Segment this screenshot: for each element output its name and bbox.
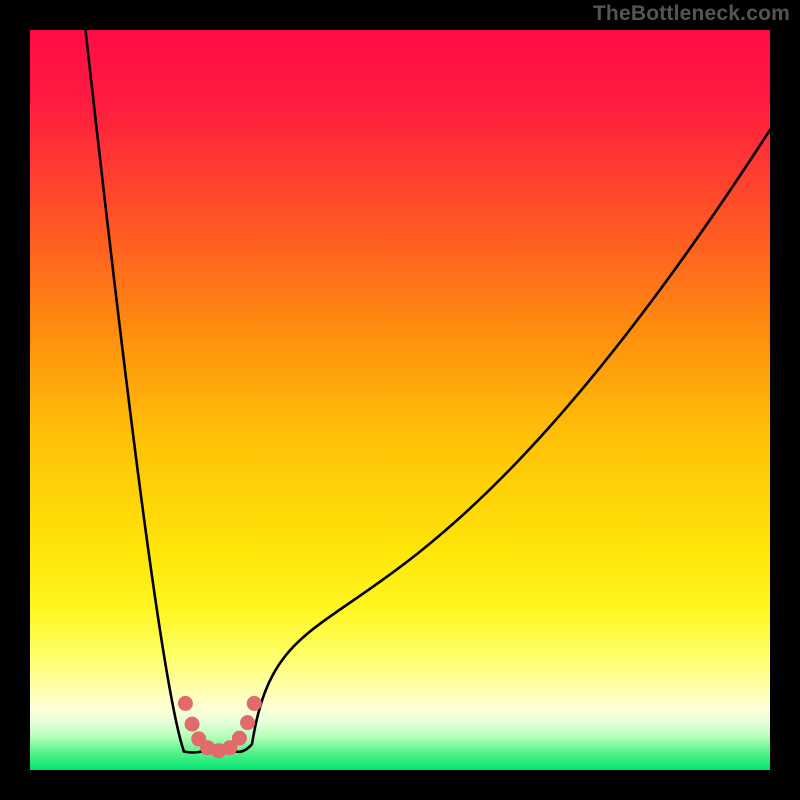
marker-point	[232, 731, 247, 746]
marker-point	[240, 715, 255, 730]
chart-frame: TheBottleneck.com	[0, 0, 800, 800]
plot-area	[30, 30, 770, 770]
plot-background	[30, 30, 770, 770]
marker-point	[178, 696, 193, 711]
marker-point	[185, 717, 200, 732]
plot-svg	[30, 30, 770, 770]
marker-point	[247, 696, 262, 711]
watermark-text: TheBottleneck.com	[593, 2, 790, 26]
